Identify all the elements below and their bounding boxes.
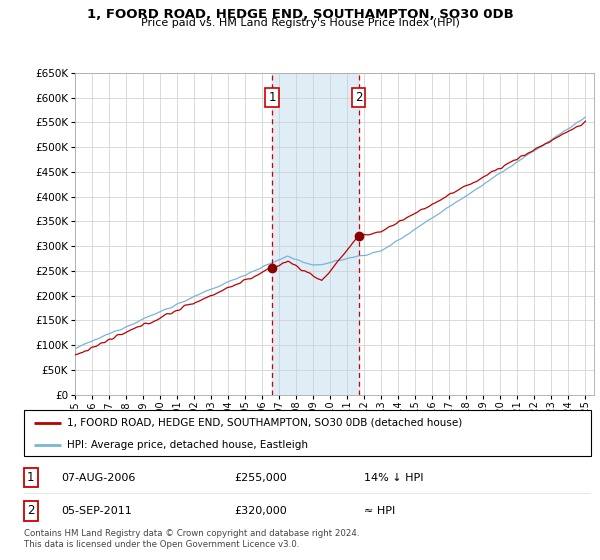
Text: 07-AUG-2006: 07-AUG-2006 [61, 473, 135, 483]
Text: 14% ↓ HPI: 14% ↓ HPI [364, 473, 424, 483]
Text: 1: 1 [268, 91, 276, 104]
Text: Price paid vs. HM Land Registry's House Price Index (HPI): Price paid vs. HM Land Registry's House … [140, 18, 460, 29]
Text: 05-SEP-2011: 05-SEP-2011 [61, 506, 131, 516]
Text: Contains HM Land Registry data © Crown copyright and database right 2024.: Contains HM Land Registry data © Crown c… [24, 529, 359, 538]
Bar [272, 73, 359, 395]
Text: £255,000: £255,000 [234, 473, 287, 483]
Text: 1: 1 [27, 471, 35, 484]
Text: 1, FOORD ROAD, HEDGE END, SOUTHAMPTON, SO30 0DB (detached house): 1, FOORD ROAD, HEDGE END, SOUTHAMPTON, S… [67, 418, 462, 428]
Text: £320,000: £320,000 [234, 506, 287, 516]
Text: 2: 2 [355, 91, 362, 104]
Text: This data is licensed under the Open Government Licence v3.0.: This data is licensed under the Open Gov… [24, 540, 299, 549]
Text: ≈ HPI: ≈ HPI [364, 506, 395, 516]
Text: 2: 2 [27, 505, 35, 517]
Text: HPI: Average price, detached house, Eastleigh: HPI: Average price, detached house, East… [67, 440, 308, 450]
Text: 1, FOORD ROAD, HEDGE END, SOUTHAMPTON, SO30 0DB: 1, FOORD ROAD, HEDGE END, SOUTHAMPTON, S… [86, 8, 514, 21]
